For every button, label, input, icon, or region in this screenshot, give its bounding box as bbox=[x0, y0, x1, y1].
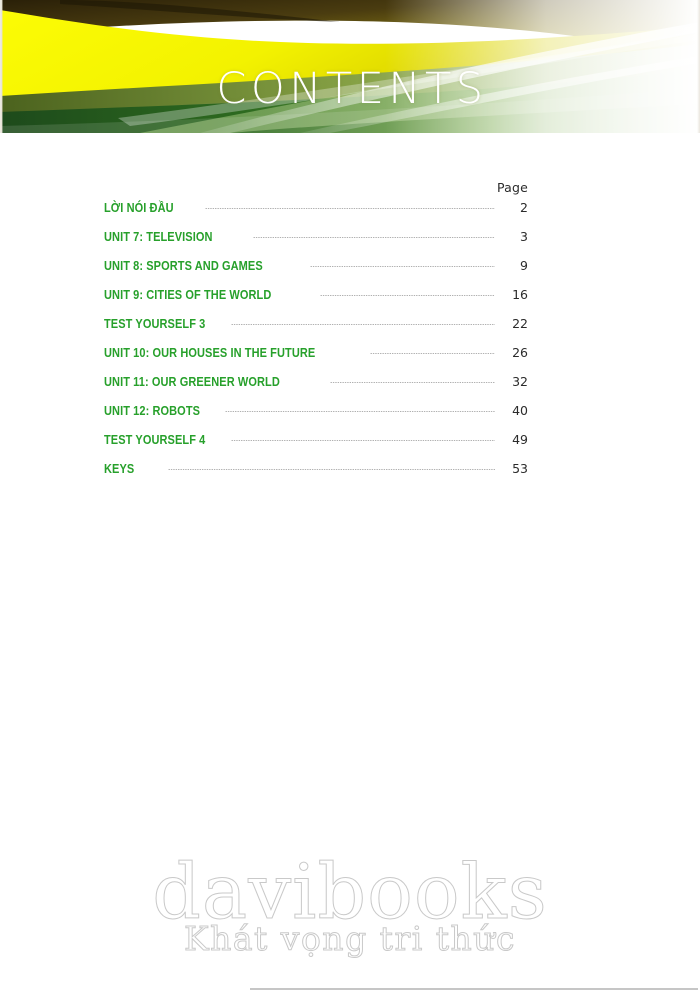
toc-entry-page: 26 bbox=[512, 345, 528, 360]
toc-entry-page: 49 bbox=[512, 432, 528, 447]
toc-entry-title: TEST YOURSELF 3 bbox=[104, 317, 206, 331]
toc-entry-title: UNIT 12: ROBOTS bbox=[104, 404, 201, 418]
page-title: CONTENTS bbox=[216, 64, 488, 114]
toc-entry[interactable]: UNIT 11: OUR GREENER WORLD 32 bbox=[104, 374, 532, 403]
header-banner: CONTENTS bbox=[0, 0, 700, 133]
leader-dots bbox=[320, 295, 495, 296]
banner-artwork bbox=[0, 0, 700, 133]
toc-entry-title: LỜI NÓI ĐẦU bbox=[104, 201, 174, 215]
toc-entry-title: KEYS bbox=[104, 462, 135, 476]
toc-entry-page: 40 bbox=[512, 403, 528, 418]
leader-dots bbox=[205, 208, 495, 209]
toc-entry[interactable]: KEYS 53 bbox=[104, 461, 532, 490]
toc-entry-page: 32 bbox=[512, 374, 528, 389]
watermark-tagline: Khát vọng tri thức bbox=[183, 919, 517, 959]
toc-entry[interactable]: TEST YOURSELF 4 49 bbox=[104, 432, 532, 461]
toc-entry[interactable]: UNIT 7: TELEVISION 3 bbox=[104, 229, 532, 258]
leader-dots bbox=[168, 469, 495, 470]
leader-dots bbox=[231, 440, 495, 441]
toc-entry-title: UNIT 9: CITIES OF THE WORLD bbox=[104, 288, 272, 302]
leader-dots bbox=[329, 382, 495, 383]
leader-dots bbox=[370, 353, 495, 354]
toc-entry[interactable]: UNIT 12: ROBOTS 40 bbox=[104, 403, 532, 432]
toc-entry-page: 53 bbox=[512, 461, 528, 476]
leader-dots bbox=[310, 266, 495, 267]
column-header-page: Page bbox=[496, 180, 528, 195]
toc-entry-page: 22 bbox=[512, 316, 528, 331]
toc-entry-page: 3 bbox=[520, 229, 528, 244]
toc-entry[interactable]: LỜI NÓI ĐẦU 2 bbox=[104, 200, 532, 229]
table-of-contents: Page LỜI NÓI ĐẦU 2 UNIT 7: TELEVISION 3 … bbox=[104, 180, 532, 490]
toc-entry-title: TEST YOURSELF 4 bbox=[104, 433, 206, 447]
toc-entry-page: 2 bbox=[520, 200, 528, 215]
bottom-rule bbox=[250, 988, 698, 990]
watermark: davibooks Khát vọng tri thức bbox=[0, 847, 700, 959]
leader-dots bbox=[231, 324, 495, 325]
toc-entry[interactable]: TEST YOURSELF 3 22 bbox=[104, 316, 532, 345]
toc-entry-page: 16 bbox=[512, 287, 528, 302]
toc-entry-title: UNIT 11: OUR GREENER WORLD bbox=[104, 375, 280, 389]
toc-entry[interactable]: UNIT 8: SPORTS AND GAMES 9 bbox=[104, 258, 532, 287]
toc-entry-title: UNIT 8: SPORTS AND GAMES bbox=[104, 259, 263, 273]
scan-edge-right bbox=[697, 0, 700, 133]
toc-entry-page: 9 bbox=[520, 258, 528, 273]
scan-edge-left bbox=[0, 0, 3, 133]
toc-entry[interactable]: UNIT 10: OUR HOUSES IN THE FUTURE 26 bbox=[104, 345, 532, 374]
toc-entry-title: UNIT 7: TELEVISION bbox=[104, 230, 213, 244]
watermark-brand: davibooks bbox=[152, 847, 548, 936]
toc-entry[interactable]: UNIT 9: CITIES OF THE WORLD 16 bbox=[104, 287, 532, 316]
toc-entry-title: UNIT 10: OUR HOUSES IN THE FUTURE bbox=[104, 346, 316, 360]
leader-dots bbox=[253, 237, 495, 238]
leader-dots bbox=[225, 411, 495, 412]
